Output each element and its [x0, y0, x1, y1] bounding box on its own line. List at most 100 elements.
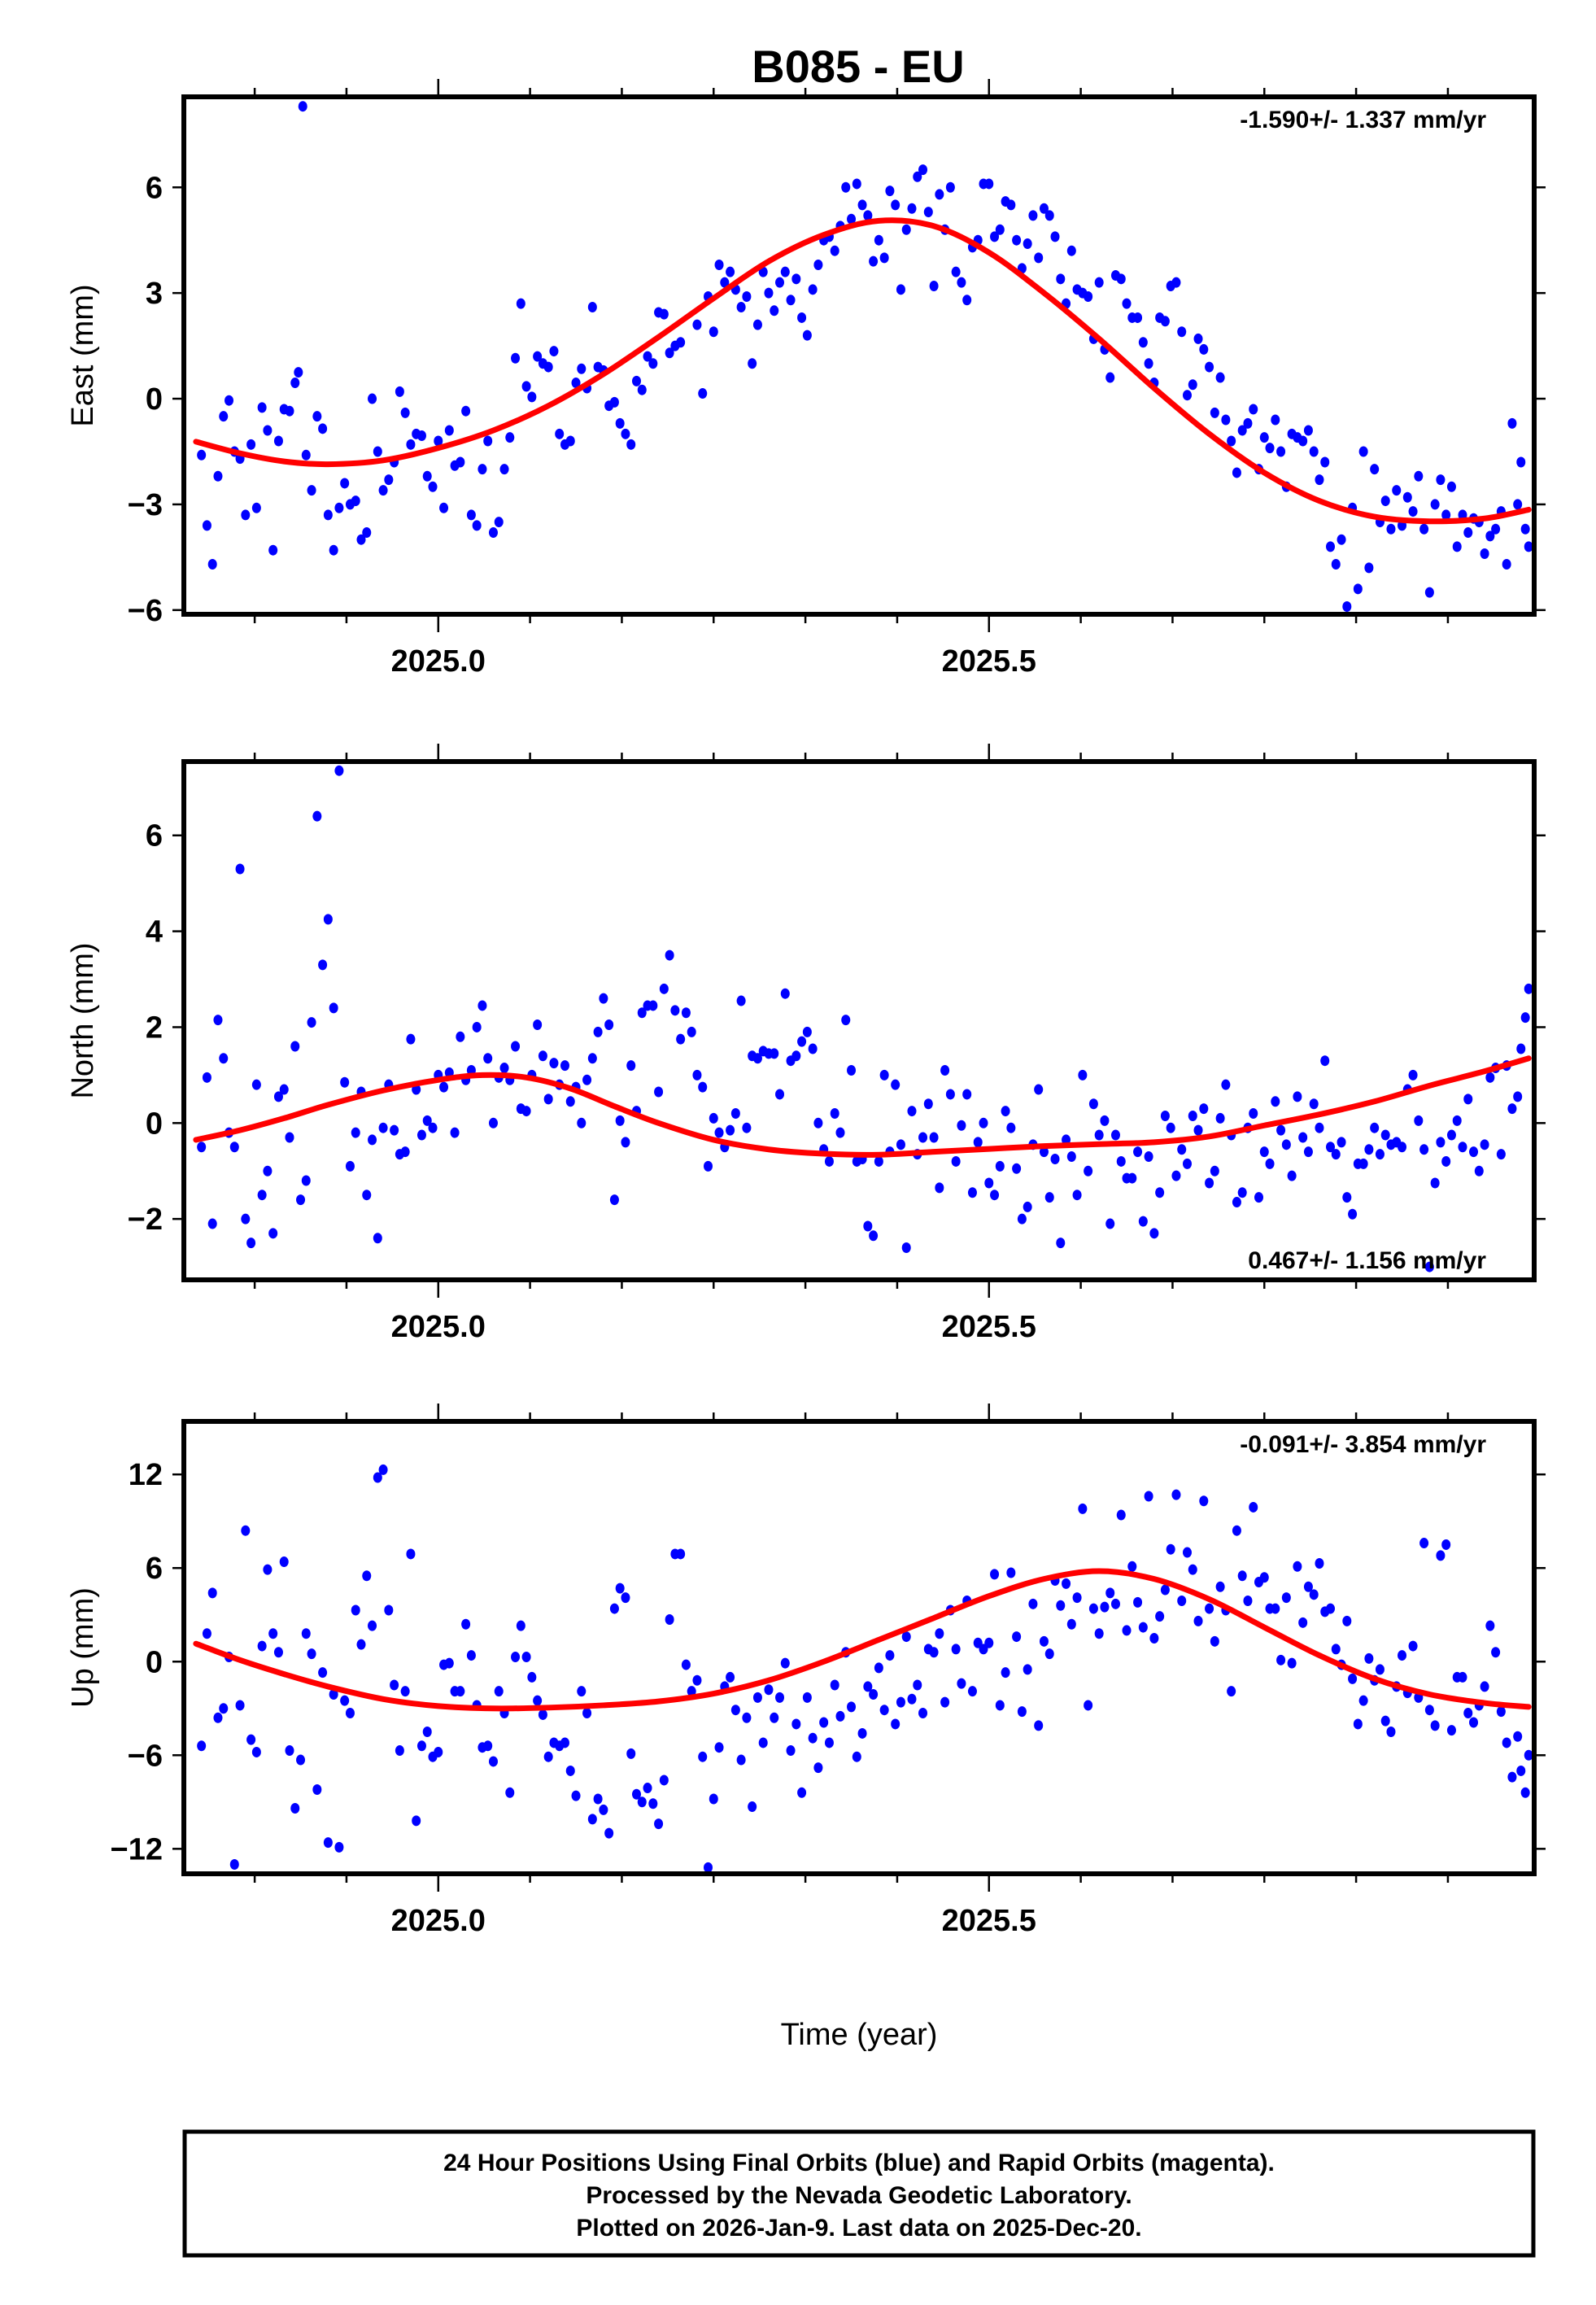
data-point [268, 1228, 278, 1239]
data-point [1259, 1572, 1269, 1583]
data-point [582, 1708, 592, 1719]
data-point [1281, 1592, 1291, 1604]
data-point [356, 1639, 366, 1650]
data-point [1524, 541, 1533, 552]
data-point [1414, 1115, 1424, 1126]
data-point [1210, 1635, 1219, 1647]
x-axis-label: Time (year) [781, 2018, 938, 2052]
data-point [538, 1050, 547, 1062]
data-point [323, 1837, 333, 1849]
rate-label: -1.590+/- 1.337 mm/yr [1240, 107, 1486, 133]
data-point [1424, 1705, 1434, 1716]
data-point [1237, 1570, 1247, 1582]
data-point [356, 534, 366, 545]
data-point [1414, 470, 1424, 482]
data-point [659, 983, 669, 994]
data-point [891, 199, 900, 211]
y-tick-label: 12 [129, 1458, 163, 1492]
data-point [334, 502, 344, 513]
data-point [1469, 1717, 1479, 1728]
data-point [1337, 1137, 1346, 1148]
rate-label: -0.091+/- 3.854 mm/yr [1240, 1431, 1486, 1458]
data-point [1078, 1503, 1088, 1514]
data-point [626, 439, 636, 450]
data-point [896, 1696, 905, 1708]
data-point [582, 1074, 592, 1085]
x-tick-label: 2025.5 [942, 644, 1036, 679]
data-point [1516, 1043, 1526, 1054]
data-point [1342, 1615, 1352, 1626]
data-point [505, 432, 515, 443]
data-point [990, 1190, 1000, 1201]
data-point [1364, 1652, 1374, 1664]
data-point [857, 199, 867, 211]
data-point [373, 1233, 382, 1244]
data-point [400, 1686, 410, 1697]
data-point [318, 1667, 328, 1679]
data-point [1419, 1538, 1429, 1549]
data-point [863, 1220, 873, 1232]
data-point [1094, 1628, 1104, 1639]
data-point [714, 260, 724, 271]
data-point [929, 1132, 939, 1143]
data-point [219, 1053, 229, 1064]
data-point [709, 326, 718, 338]
data-point [1249, 404, 1258, 415]
data-point [533, 351, 543, 362]
footer-line-2: Processed by the Nevada Geodetic Laborat… [586, 2182, 1132, 2209]
data-point [444, 425, 454, 436]
data-point [742, 1712, 752, 1723]
data-point [323, 914, 333, 925]
data-point [1237, 425, 1247, 436]
data-point [1424, 587, 1434, 598]
data-point [362, 527, 372, 539]
data-point [802, 1026, 812, 1037]
data-point [962, 1089, 972, 1100]
data-point [1221, 414, 1231, 426]
data-point [235, 863, 245, 875]
data-point [213, 1712, 223, 1723]
data-point [1276, 1654, 1286, 1665]
data-point [1084, 1700, 1093, 1711]
data-point [984, 1177, 994, 1189]
y-tick-label: −12 [111, 1832, 163, 1866]
data-point [758, 1737, 768, 1748]
data-point [1436, 474, 1446, 486]
data-point [1205, 1177, 1214, 1189]
data-point [1271, 414, 1280, 426]
data-point [670, 1005, 680, 1016]
data-point [294, 367, 303, 378]
data-point [571, 1790, 581, 1801]
data-point [1298, 435, 1308, 447]
data-point [1006, 199, 1016, 211]
data-point [251, 1079, 261, 1090]
data-point [1507, 1103, 1517, 1115]
data-point [1110, 1129, 1120, 1141]
data-point [1370, 1122, 1380, 1133]
data-point [477, 1000, 487, 1011]
data-point [571, 378, 581, 389]
data-point [1315, 1557, 1324, 1569]
data-point [1309, 1098, 1319, 1110]
data-point [521, 381, 531, 392]
data-point [692, 1069, 702, 1080]
data-point [1160, 1584, 1170, 1596]
data-point [923, 207, 933, 218]
data-point [780, 988, 790, 999]
data-point [1072, 1592, 1082, 1604]
data-point [312, 810, 322, 822]
data-points [197, 1464, 1533, 1873]
data-point [1271, 1096, 1280, 1107]
y-tick-label: 6 [146, 819, 163, 853]
data-point [813, 1762, 823, 1774]
data-point [835, 1127, 845, 1138]
data-point [1408, 1069, 1418, 1080]
data-point [615, 417, 625, 429]
data-point [329, 1002, 338, 1014]
data-point [1171, 1489, 1181, 1500]
data-point [1232, 1197, 1241, 1208]
data-point [1331, 1644, 1341, 1655]
data-point [329, 1689, 338, 1700]
data-point [428, 481, 438, 492]
data-points [197, 101, 1533, 612]
